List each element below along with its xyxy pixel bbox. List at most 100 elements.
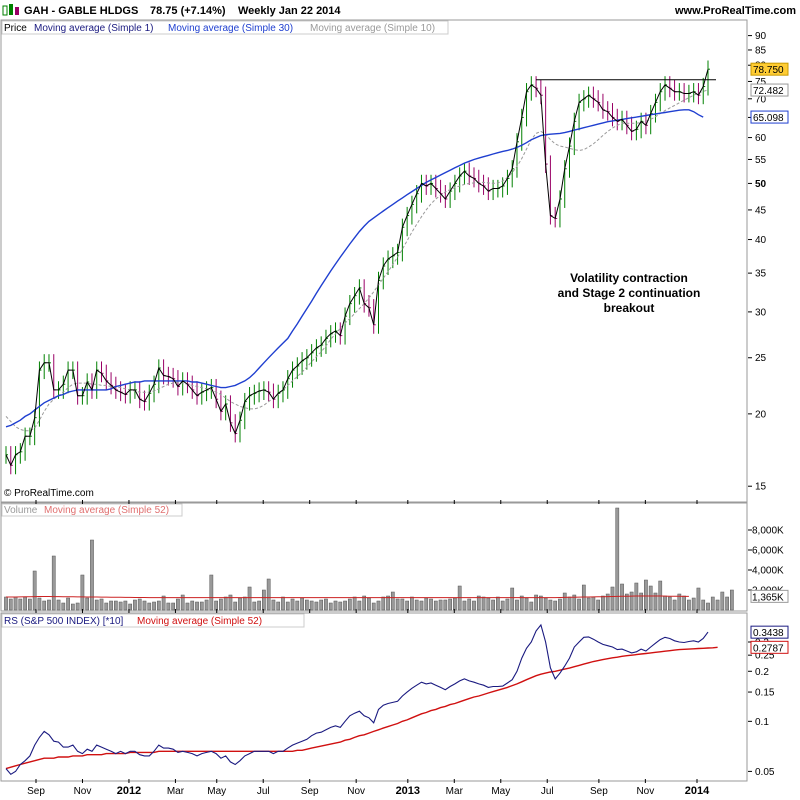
volume-bar <box>629 591 634 611</box>
last-rs-label: 0.3438 <box>753 628 784 639</box>
ma1-line <box>5 69 709 467</box>
price-tick-label: 15 <box>755 482 767 493</box>
volume-bar <box>505 598 510 611</box>
price-tick-label: 70 <box>755 94 767 105</box>
volume-ma-line <box>6 595 689 599</box>
volume-bar <box>371 602 376 611</box>
volume-bar <box>190 600 195 611</box>
price-tick-label: 75 <box>755 77 767 88</box>
last-rs-ma-label-box <box>750 640 789 654</box>
volume-bar <box>491 599 495 611</box>
volume-bar <box>601 595 605 611</box>
volume-bar <box>414 599 419 611</box>
logo-icon <box>2 5 8 16</box>
last-volume-label: 1,365K <box>752 592 784 603</box>
volume-bar <box>166 602 171 611</box>
volume-bar <box>376 600 381 611</box>
legend-rs-ma: Moving average (Simple 52) <box>137 616 262 627</box>
volume-bar <box>128 603 133 611</box>
volume-bar <box>624 593 629 611</box>
volume-bar <box>85 597 90 611</box>
volume-bar <box>639 592 643 611</box>
volume-bar <box>696 587 701 611</box>
volume-bar <box>61 602 66 611</box>
legend-ma1: Moving average (Simple 1) <box>34 23 154 34</box>
volume-bar <box>539 595 543 611</box>
volume-bar <box>462 600 467 611</box>
rs-grid: 0.050.10.150.20.250.3 <box>748 637 775 778</box>
volume-bar <box>429 598 433 611</box>
price-plot-area: 78.750 72.482 65.098 <box>5 60 789 475</box>
volume-bar <box>663 595 667 611</box>
volume-bar <box>701 599 706 611</box>
volume-bar <box>142 600 147 611</box>
price-tick-label: 20 <box>755 409 767 420</box>
site-url[interactable]: www.ProRealTime.com <box>674 5 796 17</box>
volume-bar <box>390 591 395 611</box>
volume-bar <box>548 599 553 611</box>
rs-tick-label: 0.1 <box>755 717 769 728</box>
volume-tick-label: 8,000K <box>752 526 784 537</box>
last-ma10-label-box <box>750 83 789 97</box>
volume-bar <box>161 595 166 611</box>
symbol-name: GAH - GABLE HLDGS <box>24 5 138 17</box>
volume-bar <box>438 599 443 611</box>
last-ma30-label: 65.098 <box>753 113 784 124</box>
volume-bar <box>137 598 142 611</box>
volume-bar <box>357 600 362 611</box>
ma30-line <box>5 109 704 428</box>
volume-bar <box>47 599 51 611</box>
volume-bar <box>156 600 161 611</box>
last-volume-box <box>750 589 789 603</box>
volume-bar <box>262 589 266 611</box>
volume-bar <box>66 597 70 611</box>
legend-ma10: Moving average (Simple 10) <box>310 23 435 34</box>
volume-bar <box>257 600 261 611</box>
volume-bar <box>199 601 204 611</box>
last-price-label: 78.750 <box>753 65 784 76</box>
rs-line <box>5 623 709 776</box>
volume-bar <box>362 595 367 611</box>
x-tick-label: 2013 <box>396 785 420 797</box>
rs-tick-label: 0.25 <box>755 651 775 662</box>
volume-bar <box>285 601 290 611</box>
rs-tick-label: 0.05 <box>755 767 775 778</box>
x-tick-label: Sep <box>590 786 608 797</box>
x-tick-label: Jul <box>257 786 270 797</box>
volume-bar <box>419 600 424 611</box>
price-legend: Price Moving average (Simple 1) Moving a… <box>1 20 449 35</box>
volume-bar <box>715 599 720 611</box>
price-tick-label: 55 <box>755 155 767 166</box>
annotation-line-3: breakout <box>604 301 655 315</box>
volume-bar <box>309 600 314 611</box>
volume-bar <box>328 602 333 611</box>
last-ma30-label-box <box>750 110 789 124</box>
volume-bar <box>682 595 686 611</box>
annotation-line-1: Volatility contraction <box>570 271 688 285</box>
volume-bar <box>605 593 610 611</box>
volume-bar <box>476 595 481 611</box>
volume-legend: Volume Moving average (Simple 52) <box>1 503 183 517</box>
volume-bar <box>410 596 414 611</box>
volume-bar <box>171 602 175 611</box>
volume-bar <box>94 599 99 611</box>
volume-bar <box>553 600 558 611</box>
volume-bar <box>443 599 448 611</box>
volume-bar <box>395 598 400 611</box>
volume-bar <box>644 579 648 611</box>
volume-bar <box>591 596 596 611</box>
volume-bar <box>424 597 429 611</box>
price-tick-label: 45 <box>755 205 767 216</box>
volume-bar <box>123 600 128 611</box>
x-tick-label: Mar <box>446 786 464 797</box>
copyright: © ProRealTime.com <box>4 488 94 499</box>
rs-tick-label: 0.15 <box>755 688 775 699</box>
volume-bar <box>242 596 247 611</box>
volume-bar <box>338 601 343 611</box>
legend-rs: RS (S&P 500 INDEX) [*10] <box>4 616 124 627</box>
volume-bar <box>252 601 257 611</box>
header: GAH - GABLE HLDGS 78.75 (+7.14%) Weekly … <box>2 4 796 17</box>
legend-ma30: Moving average (Simple 30) <box>168 23 293 34</box>
